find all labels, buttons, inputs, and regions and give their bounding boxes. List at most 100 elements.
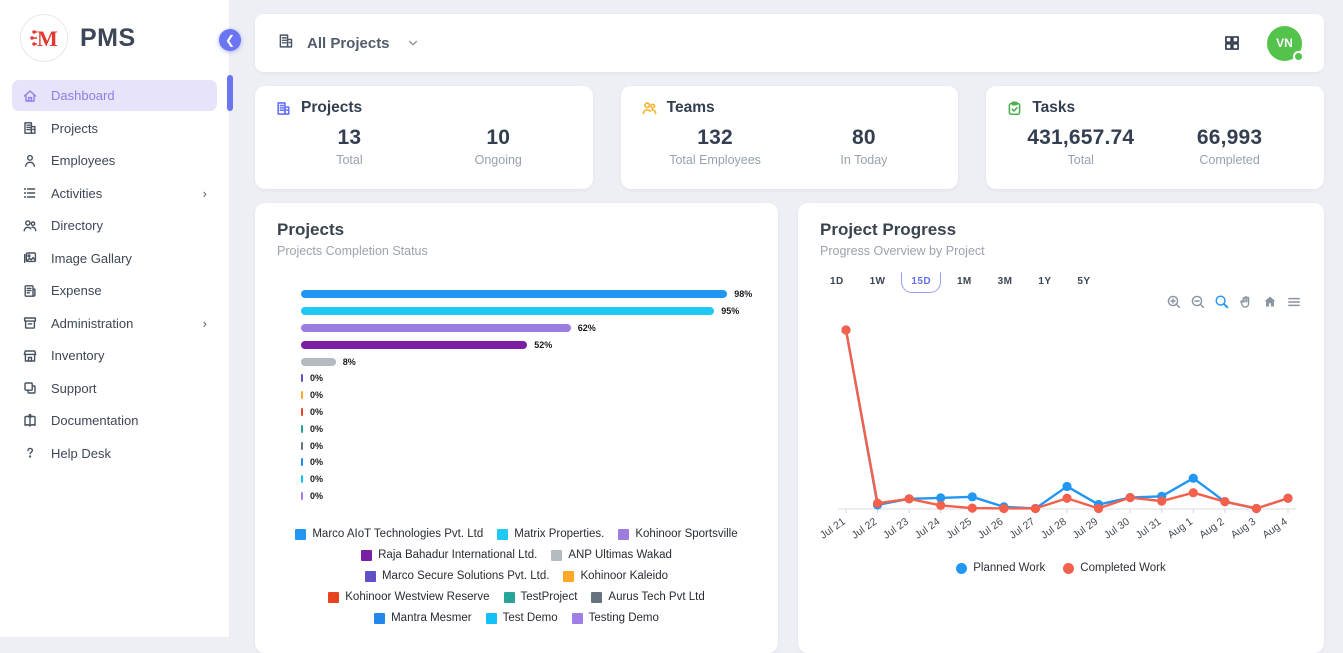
sidebar-item-activities[interactable]: Activities › [12, 178, 217, 209]
building-icon [277, 32, 295, 55]
bar-10[interactable] [301, 441, 303, 450]
bar-13[interactable] [301, 491, 303, 500]
people-icon [641, 100, 658, 117]
bar-11[interactable] [301, 458, 303, 467]
bar-value-label: 52% [534, 339, 553, 350]
sidebar-item-label: Activities [51, 185, 103, 201]
bar-1[interactable] [301, 290, 728, 299]
legend-item[interactable]: TestProject [503, 591, 577, 603]
legend-item[interactable]: Test Demo [485, 612, 558, 625]
series-line [844, 329, 1289, 510]
range-button-15d[interactable]: 15D [901, 272, 941, 293]
bar-value-label: 0% [310, 423, 324, 434]
sidebar-scrollbar-thumb[interactable] [227, 75, 233, 111]
menu-icon[interactable] [1286, 293, 1302, 311]
sidebar-item-directory[interactable]: Directory [12, 210, 217, 241]
legend-label: Test Demo [502, 612, 558, 625]
sidebar-item-documentation[interactable]: Documentation [12, 405, 217, 436]
brand-name: PMS [80, 23, 136, 52]
legend-item[interactable]: Matrix Properties. [497, 528, 604, 540]
x-tick-label: Jul 30 [1102, 516, 1132, 542]
sidebar-item-employees[interactable]: Employees [12, 145, 217, 176]
sidebar-item-expense[interactable]: Expense [12, 275, 217, 306]
legend-swatch [618, 528, 630, 540]
range-button-1d[interactable]: 1D [820, 272, 854, 293]
zoom-select-icon[interactable] [1214, 293, 1230, 311]
legend-item-completed-work[interactable]: Completed Work [1063, 562, 1166, 574]
bar-chart-legend: Marco AIoT Technologies Pvt. Ltd Matrix P… [277, 528, 756, 624]
legend-swatch [497, 528, 509, 540]
sidebar-item-administration[interactable]: Administration › [12, 308, 217, 339]
apps-grid-button[interactable] [1223, 34, 1241, 52]
zoom-out-icon[interactable] [1190, 293, 1206, 311]
bar-value-label: 0% [310, 490, 324, 501]
bar-value-label: 62% [577, 322, 596, 333]
sidebar-nav: Dashboard Projects Employees Activities › Dir… [0, 74, 229, 469]
bar-2[interactable] [301, 307, 715, 316]
sidebar-item-help-desk[interactable]: Help Desk [12, 438, 217, 469]
completion-bar: 95% [301, 303, 756, 320]
sidebar-item-image-gallary[interactable]: Image Gallary [12, 243, 217, 274]
legend-swatch [374, 612, 386, 624]
legend-swatch [591, 591, 603, 603]
range-button-1w[interactable]: 1W [860, 272, 896, 293]
legend-label: Raja Bahadur International Ltd. [378, 549, 538, 562]
data-point [1188, 488, 1198, 498]
bar-12[interactable] [301, 475, 303, 484]
data-point [1030, 503, 1041, 514]
legend-item[interactable]: Raja Bahadur International Ltd. [361, 549, 537, 561]
bar-7[interactable] [301, 391, 303, 400]
sidebar-item-label: Directory [51, 218, 104, 233]
legend-swatch [485, 612, 497, 624]
legend-item[interactable]: Testing Demo [571, 612, 659, 625]
sidebar-item-label: Help Desk [51, 445, 111, 461]
legend-swatch [364, 570, 376, 582]
home-icon [22, 88, 38, 104]
range-button-3m[interactable]: 3M [988, 272, 1023, 293]
bar-3[interactable] [301, 323, 571, 332]
range-button-5y[interactable]: 5Y [1067, 272, 1100, 293]
legend-item[interactable]: Marco Secure Solutions Pvt. Ltd. [364, 570, 549, 582]
legend-swatch [361, 549, 373, 561]
pan-icon[interactable] [1238, 293, 1254, 311]
legend-swatch [551, 549, 563, 561]
range-button-1m[interactable]: 1M [947, 272, 982, 293]
x-tick-label: Jul 29 [1070, 516, 1100, 542]
legend-item[interactable]: ANP Ultimas Wakad [551, 549, 672, 561]
sidebar-collapse-button[interactable]: ❮ [219, 29, 241, 51]
bar-9[interactable] [301, 424, 303, 433]
sidebar-item-dashboard[interactable]: Dashboard [12, 80, 217, 111]
stat-card-title: Teams [666, 99, 715, 116]
stat-value: 80 [852, 126, 876, 149]
bar-4[interactable] [301, 340, 528, 349]
store-icon [22, 348, 38, 364]
projects-chart-title: Projects [277, 220, 345, 239]
legend-item[interactable]: Mantra Mesmer [374, 612, 472, 624]
sidebar-item-label: Image Gallary [51, 250, 132, 266]
home-icon[interactable] [1262, 293, 1278, 311]
sidebar-item-inventory[interactable]: Inventory [12, 340, 217, 371]
bar-6[interactable] [301, 374, 303, 383]
stat-label: Completed [1199, 153, 1260, 167]
legend-item[interactable]: Kohinoor Westview Reserve [328, 591, 490, 603]
range-button-1y[interactable]: 1Y [1028, 272, 1061, 293]
legend-item[interactable]: Aurus Tech Pvt Ltd [591, 591, 705, 603]
zoom-in-icon[interactable] [1166, 293, 1182, 311]
data-point [1157, 496, 1167, 506]
bar-8[interactable] [301, 407, 303, 416]
legend-item-planned-work[interactable]: Planned Work [956, 562, 1045, 574]
user-avatar[interactable]: VN [1267, 25, 1304, 62]
completion-bar: 0% [301, 387, 756, 404]
legend-label: Testing Demo [588, 612, 659, 625]
legend-item[interactable]: Kohinoor Sportsville [618, 528, 738, 540]
bar-5[interactable] [301, 357, 336, 366]
bar-value-label: 98% [734, 289, 753, 300]
archive-icon [22, 315, 38, 331]
project-filter-dropdown[interactable]: All Projects [277, 32, 420, 55]
sidebar-item-projects[interactable]: Projects [12, 113, 217, 144]
sidebar-item-support[interactable]: Support [12, 373, 217, 404]
progress-line-chart[interactable]: Jul 21 Jul 22 Jul 23 Jul 24 Jul 25 Jul 26 Jul … [818, 311, 1302, 560]
legend-item[interactable]: Kohinoor Kaleido [563, 570, 668, 582]
legend-item[interactable]: Marco AIoT Technologies Pvt. Ltd [295, 528, 483, 540]
avatar-initials: VN [1276, 36, 1293, 50]
